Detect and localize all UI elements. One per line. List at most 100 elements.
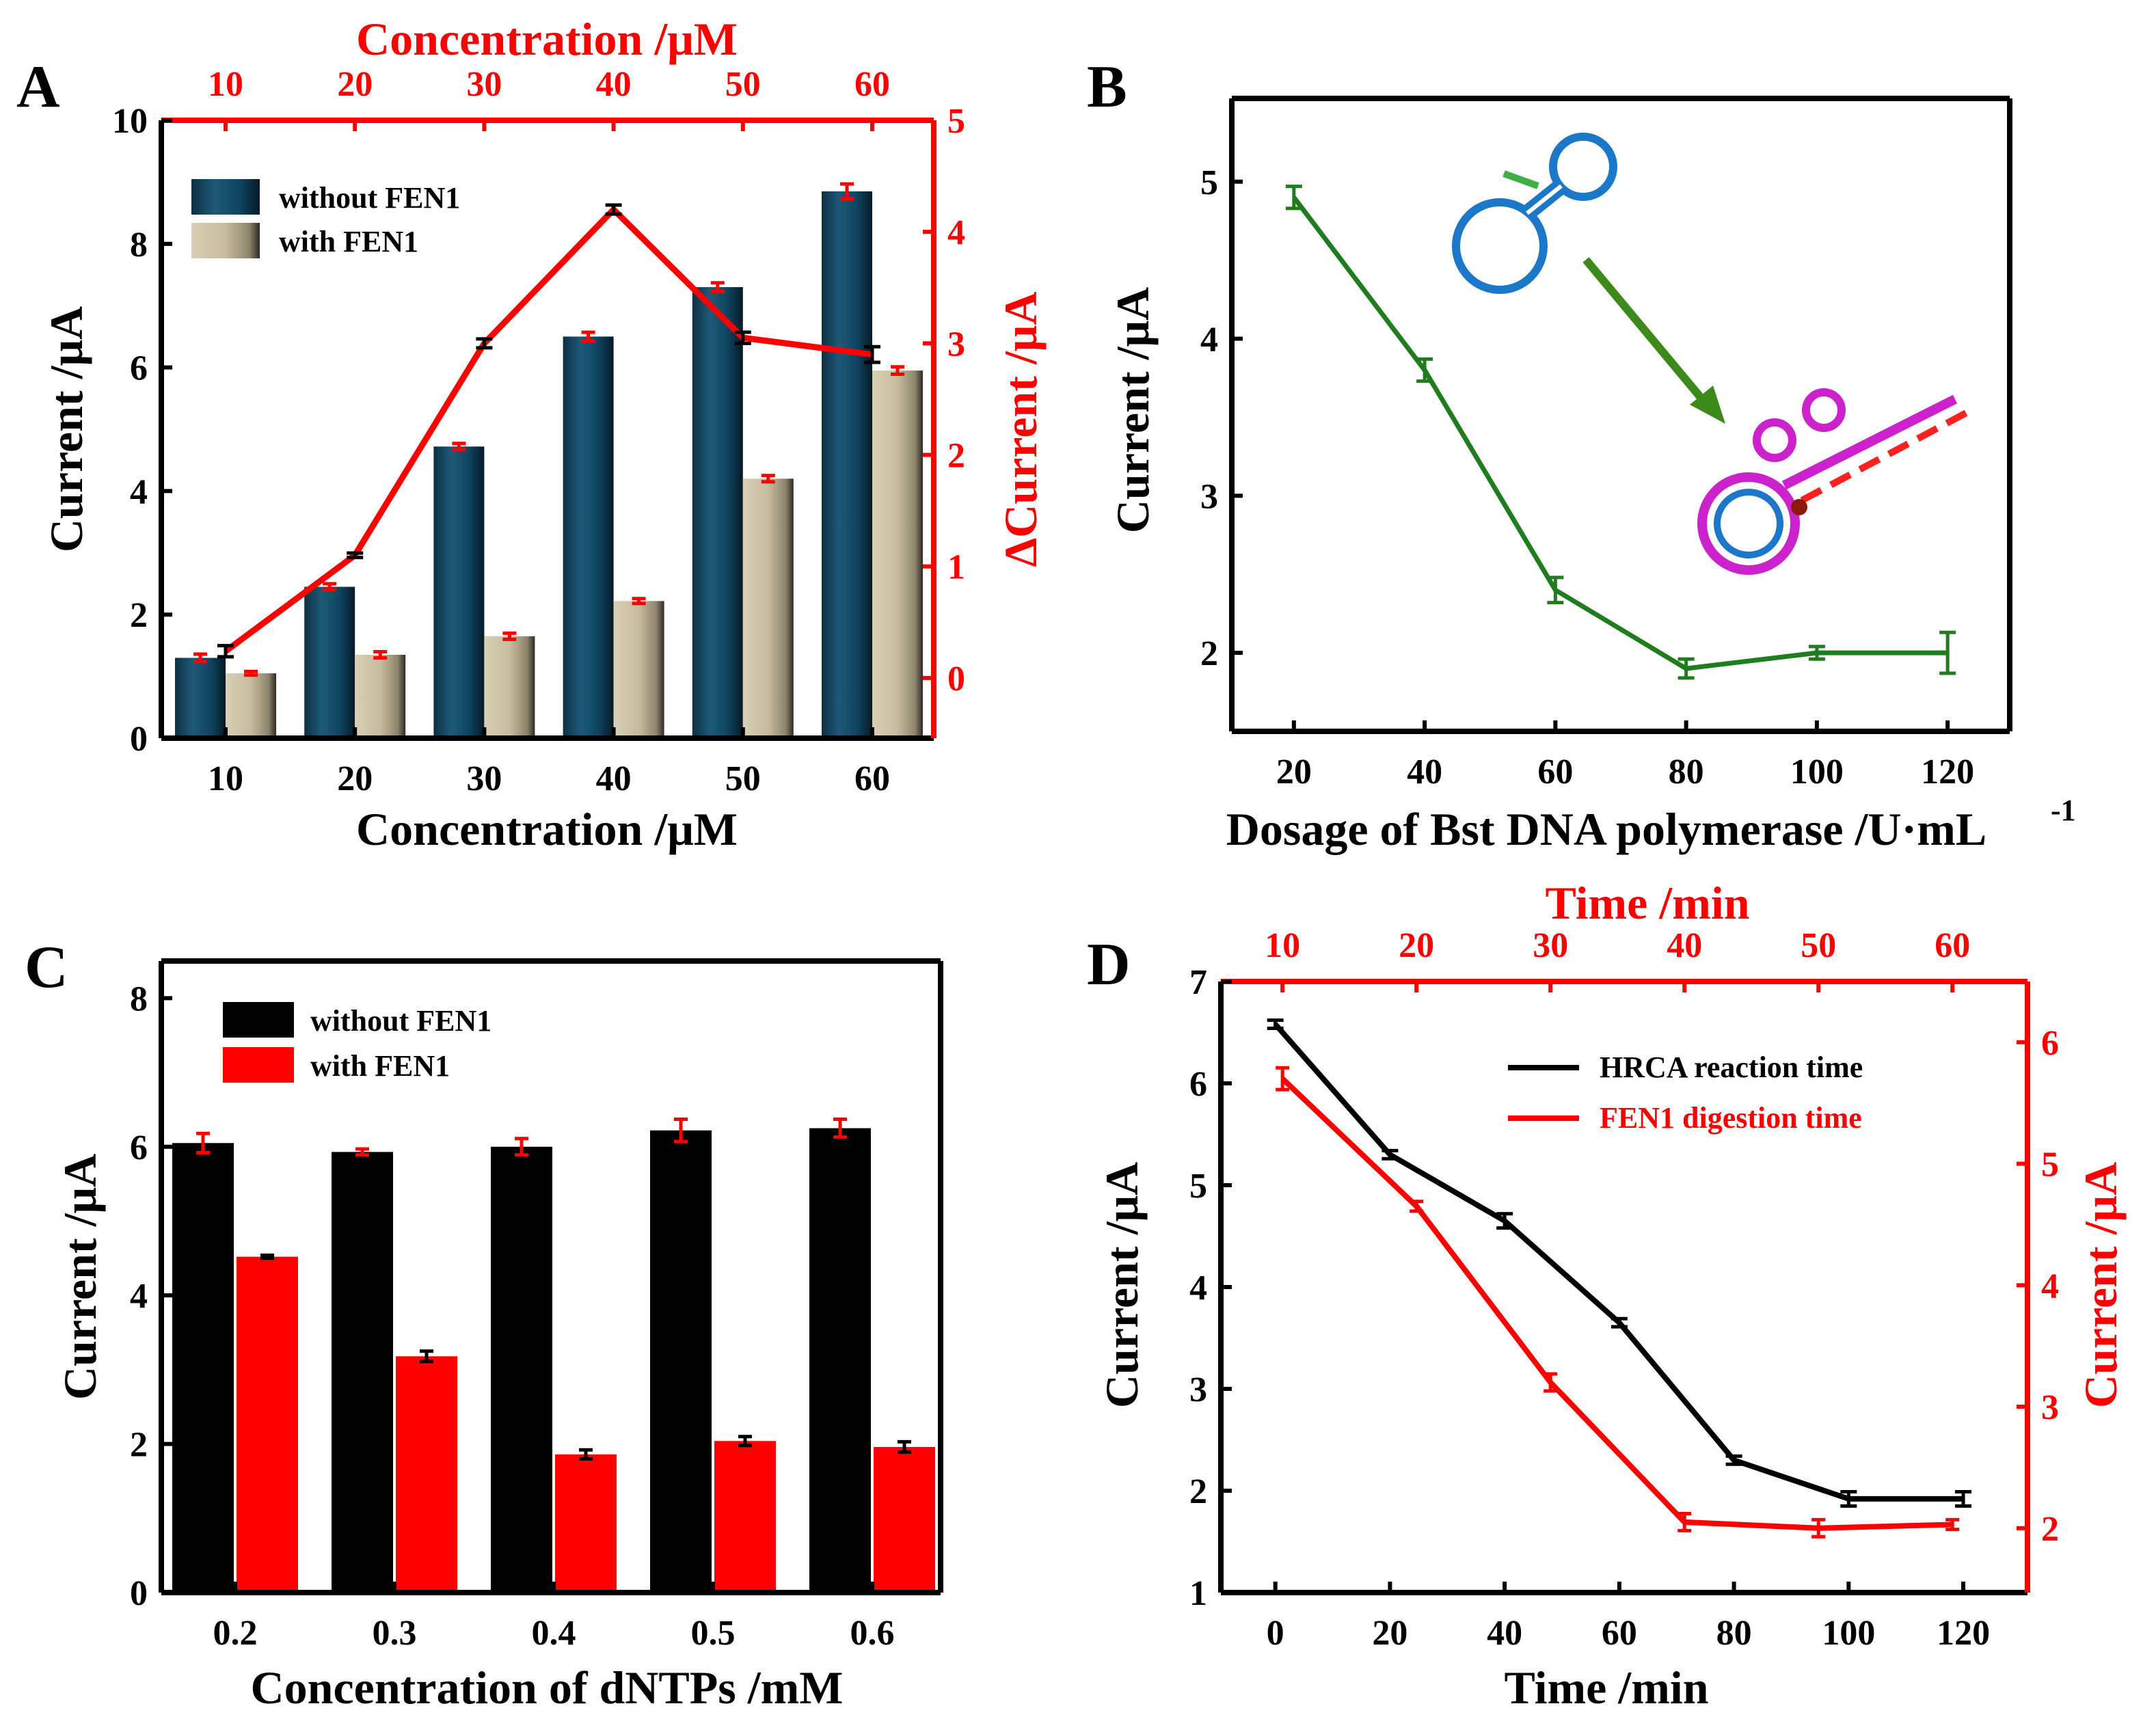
top-x-tick-label: 10 — [1265, 926, 1300, 965]
bar-without-fen1 — [175, 658, 226, 738]
delta-current-line — [224, 205, 873, 654]
bar-with-fen1 — [613, 601, 664, 738]
bar-without-fen1 — [433, 446, 485, 738]
bar-with-fen1 — [237, 1256, 298, 1593]
left-y-tick-label: 2 — [1189, 1472, 1207, 1511]
current-line — [1292, 195, 1948, 671]
top-x-tick-label: 20 — [337, 65, 373, 104]
right-y-tick-label: 6 — [2041, 1024, 2059, 1063]
x-axis-title: Time /min — [1504, 1662, 1708, 1714]
bar-with-fen1 — [396, 1356, 457, 1593]
right-y-tick-label: 4 — [947, 213, 965, 252]
dumbbell-stem-gap — [1526, 184, 1563, 215]
left-y-tick-label: 2 — [130, 1426, 148, 1465]
left-y-tick-label: 8 — [130, 979, 148, 1018]
y-axis-title: Current /μA — [1096, 1162, 1148, 1408]
right-y-tick-label: 2 — [2041, 1510, 2059, 1549]
left-y-tick-label: 0 — [130, 720, 148, 759]
right-y-tick-label: 3 — [947, 325, 965, 364]
primer-strand — [1503, 170, 1539, 189]
x-tick-label: 0.4 — [532, 1614, 576, 1653]
panel-label: C — [25, 934, 68, 1001]
x-axis-title: Concentration /μM — [356, 803, 738, 855]
bar-without-fen1 — [304, 586, 355, 738]
reaction-arrowhead — [1690, 385, 1725, 424]
bar-without-fen1 — [172, 1143, 234, 1593]
right-y-tick-label: 2 — [947, 437, 965, 476]
legend-label: with FEN1 — [279, 225, 418, 258]
right-y-tick-label: 1 — [947, 548, 965, 587]
left-y-tick-label: 2 — [130, 596, 148, 635]
legend-label: with FEN1 — [310, 1049, 450, 1083]
product-ring — [1697, 472, 1800, 575]
x-tick-label: 60 — [854, 759, 890, 798]
amplified-strand — [1781, 394, 1958, 490]
top-x-tick-label: 50 — [725, 65, 761, 104]
left-y-tick-label: 4 — [1200, 321, 1218, 360]
x-axis-title: Concentration of dNTPs /mM — [251, 1662, 844, 1714]
x-tick-label: 40 — [1407, 753, 1442, 791]
top-x-tick-label: 30 — [1533, 926, 1568, 965]
dumbbell-probe-large-loop — [1452, 198, 1548, 294]
left-y-tick-label: 4 — [1189, 1269, 1207, 1308]
y-axis-title: Current /μA — [40, 306, 92, 552]
bar-without-fen1 — [650, 1130, 712, 1593]
bar-with-fen1 — [226, 673, 276, 738]
x-tick-label: 10 — [208, 759, 243, 798]
left-y-tick-label: 3 — [1189, 1370, 1207, 1409]
bar-with-fen1 — [714, 1441, 776, 1593]
hairpin-loop — [1753, 418, 1796, 462]
panel-a: A 0 2 4 6 8 10 0 1 2 3 4 5 10 20 30 40 50 60 10 20 30 40 50 60 Co… — [16, 13, 1047, 855]
x-tick-label: 120 — [1937, 1614, 1990, 1653]
left-y-tick-label: 5 — [1189, 1167, 1207, 1206]
left-y-tick-label: 6 — [130, 349, 148, 388]
x-axis-title-superscript: -1 — [2051, 794, 2076, 827]
y2-axis-title: ΔCurrent /μA — [995, 292, 1047, 567]
bar-without-fen1 — [563, 336, 614, 738]
x-tick-label: 100 — [1822, 1614, 1875, 1653]
legend-swatch-with-fen1 — [191, 223, 260, 258]
panel-label: A — [16, 54, 60, 120]
x-tick-label: 0.2 — [213, 1614, 258, 1653]
x-tick-label: 0.3 — [373, 1614, 417, 1653]
x-tick-label: 50 — [725, 759, 761, 798]
bar-without-fen1 — [332, 1152, 393, 1593]
legend-swatch-with-fen1 — [223, 1047, 294, 1083]
legend-label: without FEN1 — [279, 181, 460, 215]
x-tick-label: 30 — [466, 759, 502, 798]
x-tick-label: 80 — [1669, 753, 1704, 791]
right-y-tick-label: 4 — [2041, 1267, 2059, 1305]
x-tick-label: 20 — [1276, 753, 1312, 791]
bar-without-fen1 — [491, 1146, 552, 1593]
left-y-tick-label: 2 — [1200, 634, 1218, 673]
top-x-tick-label: 40 — [596, 65, 632, 104]
x-tick-label: 40 — [596, 759, 632, 798]
x-tick-label: 20 — [337, 759, 373, 798]
panel-label: D — [1087, 932, 1131, 998]
left-y-tick-label: 7 — [1189, 963, 1207, 1002]
top-x-tick-label: 40 — [1667, 926, 1702, 965]
top-x-tick-label: 10 — [208, 65, 243, 104]
x-tick-label: 0.6 — [850, 1614, 895, 1653]
x-tick-label: 60 — [1537, 753, 1573, 791]
top-x-axis-title: Concentration /μM — [356, 13, 738, 65]
right-y-tick-label: 3 — [2041, 1388, 2059, 1427]
legend-swatch-without-fen1 — [191, 179, 260, 215]
bar-with-fen1 — [874, 1446, 935, 1593]
bar-with-fen1 — [872, 370, 923, 738]
left-y-tick-label: 4 — [130, 1277, 148, 1316]
x-tick-label: 40 — [1487, 1614, 1522, 1653]
x-tick-label: 60 — [1602, 1614, 1637, 1653]
x-tick-label: 80 — [1716, 1614, 1752, 1653]
x-tick-label: 120 — [1921, 753, 1974, 791]
bar-with-fen1 — [484, 636, 535, 738]
top-x-tick-label: 60 — [854, 65, 890, 104]
legend-label: HRCA reaction time — [1600, 1051, 1863, 1084]
top-x-tick-label: 50 — [1801, 926, 1836, 965]
left-y-tick-label: 8 — [130, 226, 148, 265]
hrca-schematic-illustration — [1452, 133, 1973, 575]
left-y-tick-label: 3 — [1200, 477, 1218, 516]
legend-label: FEN1 digestion time — [1600, 1101, 1862, 1135]
